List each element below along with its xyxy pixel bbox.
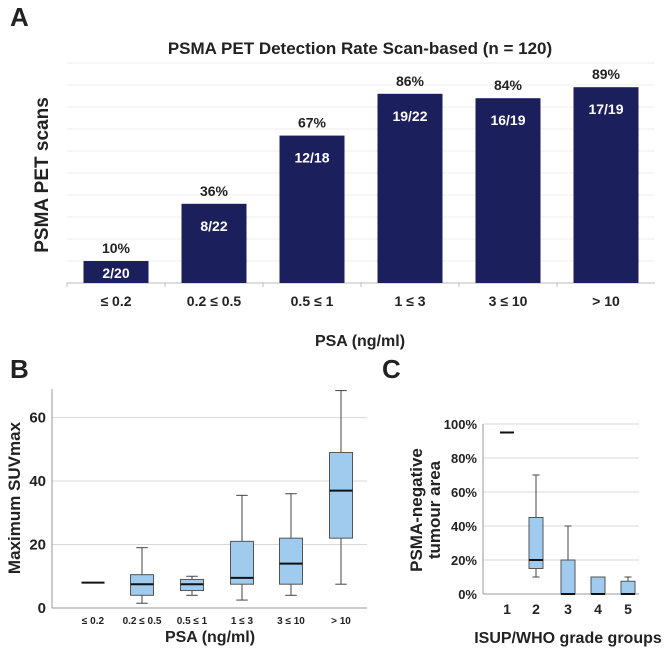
chart-b-plot: 0 20 40 60 ≤ 0.2 0.2 ≤ 0.5 0.5 ≤ 1 1 ≤ 3 3 ≤ 10 >… <box>29 389 367 627</box>
bar <box>181 203 247 283</box>
chart-c-xlabel: ISUP/WHO grade groups <box>474 630 662 647</box>
y-tick-label: 60 <box>29 410 46 427</box>
x-tick-label: 0.2 ≤ 0.5 <box>187 293 242 309</box>
y-tick-label: 40 <box>29 473 46 490</box>
y-tick-label: 100% <box>444 417 478 432</box>
bar <box>475 98 541 283</box>
bar-count-label: 8/22 <box>200 218 227 234</box>
y-tick-label: 80% <box>451 451 477 466</box>
box <box>230 540 254 585</box>
bar-value-label: 89% <box>592 66 621 82</box>
x-tick-label: > 10 <box>592 293 620 309</box>
x-tick-label: 3 <box>564 601 572 617</box>
y-tick-label: 0 <box>38 600 46 617</box>
x-tick-label: 1 ≤ 3 <box>394 293 425 309</box>
bar <box>279 135 345 283</box>
x-tick-label: 0.5 ≤ 1 <box>291 293 334 309</box>
bar-count-label: 12/18 <box>294 150 329 166</box>
chart-c-ylabel-line1: PSMA-negative <box>407 448 426 572</box>
box <box>620 580 636 595</box>
panel-letter-a: A <box>10 2 29 32</box>
chart-a-xlabel: PSA (ng/ml) <box>315 333 405 350</box>
bar-value-label: 67% <box>298 115 327 131</box>
bar <box>573 87 639 283</box>
bar-count-label: 19/22 <box>392 108 427 124</box>
panel-letter-b: B <box>10 354 29 384</box>
box <box>590 576 606 595</box>
bar-count-label: 16/19 <box>490 112 525 128</box>
box <box>528 517 544 569</box>
bar-value-label: 84% <box>494 77 523 93</box>
box <box>279 537 303 585</box>
box <box>560 559 576 595</box>
y-tick-label: 40% <box>451 519 477 534</box>
box <box>329 451 353 539</box>
chart-a-title: PSMA PET Detection Rate Scan-based (n = … <box>168 39 552 58</box>
bar-count-label: 17/19 <box>588 101 623 117</box>
x-tick-label: ≤ 0.2 <box>82 616 105 627</box>
chart-b-ylabel: Maximum SUVmax <box>5 421 24 574</box>
x-tick-label: 5 <box>624 601 632 617</box>
x-tick-label: 3 ≤ 10 <box>277 616 305 627</box>
x-tick-label: 1 <box>503 601 511 617</box>
bar <box>83 261 149 283</box>
bar-value-label: 36% <box>200 183 229 199</box>
chart-a-ylabel: PSMA PET scans <box>32 97 53 253</box>
x-tick-label: > 10 <box>331 616 351 627</box>
chart-b-xlabel: PSA (ng/ml) <box>165 629 255 646</box>
x-tick-label: 4 <box>594 601 602 617</box>
x-tick-label: 0.5 ≤ 1 <box>177 616 208 627</box>
x-tick-label: ≤ 0.2 <box>100 293 131 309</box>
chart-a-plot: 10% 2/20 ≤ 0.2 36% 8/22 0.2 ≤ 0.5 67% 12/18 0.5 … <box>66 62 655 309</box>
x-tick-label: 1 ≤ 3 <box>231 616 254 627</box>
bar-value-label: 86% <box>396 73 425 89</box>
bar-value-label: 10% <box>102 240 131 256</box>
x-tick-label: 0.2 ≤ 0.5 <box>123 616 162 627</box>
x-tick-label: 2 <box>532 601 540 617</box>
y-tick-label: 20 <box>29 537 46 554</box>
chart-c-ylabel-line2: tumour area <box>425 460 444 559</box>
x-tick-label: 3 ≤ 10 <box>489 293 528 309</box>
y-tick-label: 60% <box>451 485 477 500</box>
bar-count-label: 2/20 <box>102 265 129 281</box>
y-tick-label: 0% <box>458 587 477 602</box>
y-tick-label: 20% <box>451 553 477 568</box>
chart-c-plot: 0% 20% 40% 60% 80% 100% 1 2 3 4 5 <box>444 417 639 617</box>
panel-letter-c: C <box>382 354 401 384</box>
bar <box>377 93 443 283</box>
